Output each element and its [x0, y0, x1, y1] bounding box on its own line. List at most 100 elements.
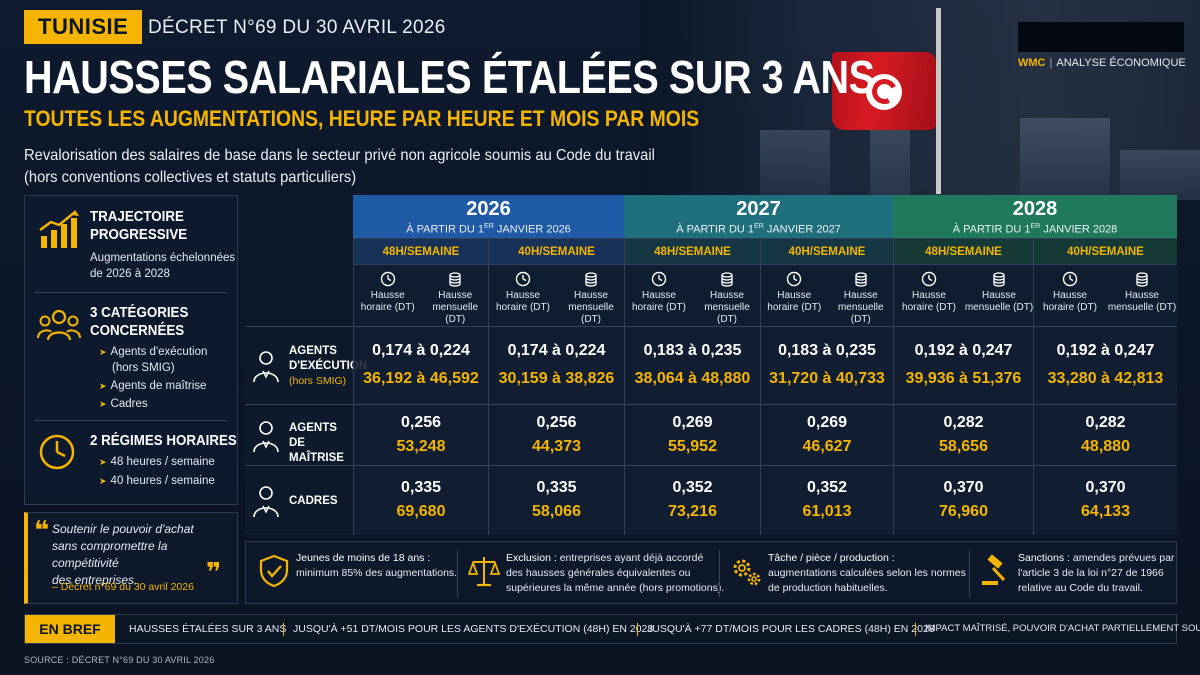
sub-label: horaire (DT): [767, 302, 822, 313]
quote-line: des entreprises.: [52, 573, 138, 587]
sub-label: Hausse: [912, 290, 946, 301]
decree-reference: DÉCRET N°69 DU 30 AVRIL 2026: [148, 17, 446, 38]
note-title: Exclusion :: [506, 552, 557, 564]
note-text: Jeunes de moins de 18 ans : minimum 85% d…: [296, 551, 457, 581]
hourly-increase: 0,352: [806, 479, 848, 496]
table-cell: 0,183 à 0,235 31,720 à 40,733: [760, 326, 893, 404]
tunisia-flag-icon: [832, 52, 936, 130]
note-title: Tâche / pièce / production :: [768, 552, 895, 564]
hourly-increase: 0,269: [806, 413, 848, 431]
regimes-title: 2 RÉGIMES HORAIRES: [90, 433, 237, 449]
row-label: AGENTS DE MAÎTRISE: [245, 404, 353, 465]
table-cell: 0,192 à 0,247 33,280 à 42,813: [1033, 326, 1177, 404]
sub-label: horaire (DT): [632, 302, 686, 313]
hourly-increase: 0,282: [943, 413, 984, 431]
page-description: Revalorisation des salaires de base dans…: [24, 145, 668, 189]
note-line: augmentations calculées selon les normes: [768, 567, 966, 579]
label-line: D'EXÉCUTION: [289, 359, 368, 372]
hourly-increase: 0,335: [536, 479, 577, 496]
clock-icon: [651, 271, 667, 287]
sub-header: Hausse horaire (DT) Hausse mensuelle (DT): [893, 264, 1033, 326]
supervisor-icon: [251, 419, 281, 453]
monthly-increase: 69,680: [396, 503, 446, 520]
table-cell: 0,256 44,373: [488, 404, 624, 465]
text-line: Augmentations échelonnées: [90, 252, 236, 264]
clock-icon: [787, 271, 802, 287]
sub-header: Hausse horaire (DT) Hausse mensuelle (DT): [760, 264, 893, 326]
chart-growth-icon: [39, 210, 79, 248]
monthly-increase: 46,627: [802, 437, 852, 455]
sub-label: Hausse: [982, 290, 1016, 301]
coins-icon: [585, 272, 597, 287]
row-label-text: AGENTS D'EXÉCUTION (hors SMIG): [289, 344, 367, 389]
summary-panel: TRAJECTOIRE PROGRESSIVE Augmentations éc…: [24, 195, 238, 505]
regime-header: 40H/SEMAINE: [488, 238, 624, 264]
list-item: ➤ 48 heures / semaine: [99, 456, 215, 468]
hourly-increase: 0,282: [1085, 413, 1126, 431]
manager-icon: [251, 484, 281, 518]
divider: [35, 420, 227, 421]
divider: [457, 550, 458, 597]
list-item: ➤ 40 heures / semaine: [99, 475, 215, 487]
clock-icon: [380, 271, 395, 287]
en-bref-item: JUSQU'À +77 DT/MOIS POUR LES CADRES (48H…: [647, 623, 935, 635]
regimes-list: ➤ 48 heures / semaine ➤ 40 heures / semain…: [99, 454, 215, 489]
hourly-sub-header: Hausse horaire (DT): [894, 265, 964, 314]
note-text: Tâche / pièce / production : augmentation…: [768, 551, 966, 596]
monthly-sub-header: Hausse mensuelle (DT): [557, 265, 625, 326]
year-label: 2026: [466, 198, 511, 220]
label-note: (hors SMIG): [289, 374, 347, 387]
monthly-increase: 30,159 à 38,826: [498, 370, 615, 387]
sub-label: Hausse: [574, 290, 608, 301]
quote-line: Soutenir le pouvoir d'achat: [52, 522, 194, 536]
sub-label: mensuelle (DT): [432, 302, 479, 325]
sub-label: horaire (DT): [496, 302, 550, 313]
scales-icon: [467, 554, 501, 588]
regime-header: 40H/SEMAINE: [760, 238, 893, 264]
table-cell: 0,370 76,960: [893, 465, 1033, 535]
en-bref-item: HAUSSES ÉTALÉES SUR 3 ANS: [129, 623, 287, 635]
note-title: Sanctions :: [1018, 552, 1070, 564]
label-line: MAÎTRISE: [289, 451, 344, 464]
categories-title: 3 CATÉGORIES CONCERNÉES: [90, 304, 188, 340]
hourly-sub-header: Hausse horaire (DT): [489, 265, 557, 314]
hourly-increase: 0,256: [400, 413, 442, 431]
table-cell: 0,370 64,133: [1033, 465, 1177, 535]
table-cell: 0,192 à 0,247 39,936 à 51,376: [893, 326, 1033, 404]
sub-label: mensuelle (DT): [704, 302, 750, 325]
divider: [915, 623, 916, 636]
monthly-increase: 31,720 à 40,733: [769, 370, 885, 387]
brand-logo: [1018, 22, 1184, 52]
trajectory-text: Augmentations échelonnées de 2026 à 2028: [90, 250, 235, 282]
salary-table: 2026 À PARTIR DU 1ER JANVIER 2026 2027 À PA…: [245, 195, 1177, 535]
hourly-increase: 0,370: [943, 479, 984, 496]
sub-label: Hausse: [370, 290, 405, 301]
sub-label: Hausse: [843, 290, 878, 301]
table-cell: 0,269 55,952: [624, 404, 760, 465]
regime-header: 48H/SEMAINE: [353, 238, 488, 264]
year-start-date: À PARTIR DU 1ER JANVIER 2026: [406, 223, 571, 236]
table-cell: 0,352 61,013: [760, 465, 893, 535]
monthly-increase: 73,216: [668, 503, 717, 520]
text-line: de 2026 à 2028: [90, 268, 170, 280]
open-quote-icon: ❝: [34, 515, 50, 545]
monthly-increase: 55,952: [668, 437, 717, 455]
en-bref-item: JUSQU'À +51 DT/MOIS POUR LES AGENTS D'EX…: [293, 623, 654, 635]
monthly-sub-header: Hausse mensuelle (DT): [422, 265, 490, 326]
categories-block: 3 CATÉGORIES CONCERNÉES ➤ Agents d'exécut…: [35, 304, 229, 416]
table-cell: 0,174 à 0,224 30,159 à 38,826: [488, 326, 624, 404]
brand-tagline: ANALYSE ÉCONOMIQUE: [1056, 57, 1186, 69]
divider: [35, 292, 227, 293]
arrow-right-icon: ➤: [99, 457, 107, 467]
note-line: relative au Code du travail.: [1018, 582, 1143, 594]
monthly-increase: 39,936 à 51,376: [905, 370, 1022, 387]
title-line: 3 CATÉGORIES: [90, 305, 189, 321]
coins-icon: [855, 272, 867, 287]
clock-icon: [921, 271, 937, 287]
flagpole: [936, 8, 941, 194]
list-item: ➤ Agents de maîtrise: [99, 380, 207, 392]
sub-label: horaire (DT): [902, 302, 956, 313]
table-cell: 0,174 à 0,224 36,192 à 46,592: [353, 326, 488, 404]
quote-text: Soutenir le pouvoir d'achat sans comprom…: [52, 521, 222, 589]
divider: [637, 623, 638, 636]
